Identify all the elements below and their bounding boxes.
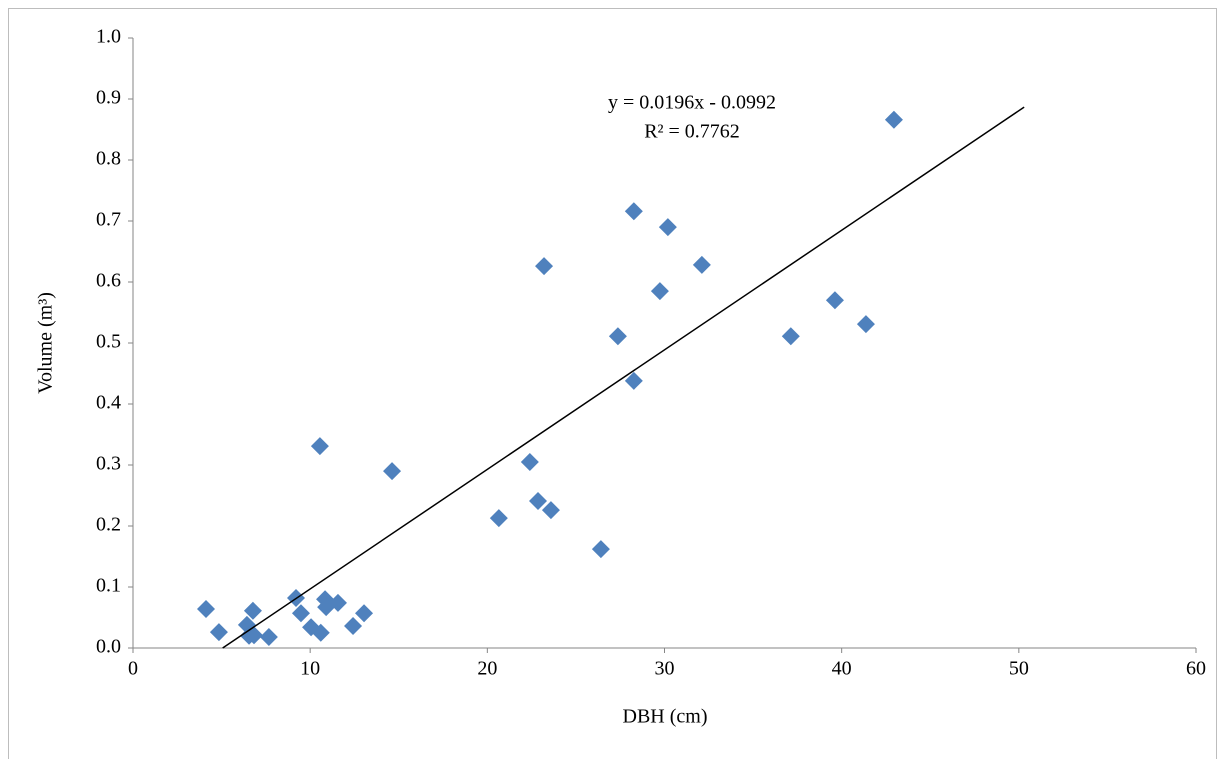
- data-point: [650, 282, 669, 301]
- data-point: [541, 501, 560, 520]
- y-tick-label: 0.7: [96, 209, 121, 231]
- y-tick-label: 0.6: [96, 270, 121, 292]
- data-point: [535, 257, 554, 276]
- data-point: [209, 623, 228, 642]
- data-point: [624, 371, 643, 390]
- data-point: [489, 509, 508, 528]
- y-tick-label: 0.3: [96, 453, 121, 475]
- y-tick-label: 0.4: [96, 392, 121, 414]
- data-point: [311, 623, 330, 642]
- y-tick-label: 0.0: [96, 636, 121, 658]
- trendline-r-squared: R² = 0.7762: [644, 121, 740, 143]
- data-point: [355, 604, 374, 623]
- x-tick-label: 30: [655, 658, 675, 680]
- data-point: [608, 327, 627, 346]
- data-point: [291, 604, 310, 623]
- data-point: [825, 291, 844, 310]
- x-tick-label: 50: [1009, 658, 1029, 680]
- data-point: [692, 255, 711, 274]
- x-tick-label: 60: [1186, 658, 1206, 680]
- data-point: [781, 327, 800, 346]
- y-tick-label: 0.5: [96, 331, 121, 353]
- data-point: [328, 593, 347, 612]
- data-point: [196, 599, 215, 618]
- data-point: [856, 315, 875, 334]
- data-point: [529, 491, 548, 510]
- x-axis-label: DBH (cm): [623, 706, 708, 728]
- data-point: [624, 202, 643, 221]
- data-point: [310, 437, 329, 456]
- data-point: [243, 601, 262, 620]
- data-point: [383, 462, 402, 481]
- x-tick-label: 40: [832, 658, 852, 680]
- data-point: [658, 218, 677, 237]
- trendline-equation: y = 0.0196x - 0.0992: [608, 92, 776, 114]
- trendline: [222, 106, 1025, 649]
- y-tick-label: 0.2: [96, 514, 121, 536]
- x-tick-label: 0: [128, 658, 138, 680]
- y-axis-label: Volume (m³): [35, 292, 57, 394]
- data-point: [520, 452, 539, 471]
- y-tick-label: 0.8: [96, 148, 121, 170]
- y-tick-label: 0.9: [96, 87, 121, 109]
- data-point: [344, 617, 363, 636]
- y-tick-label: 1.0: [96, 26, 121, 48]
- data-point: [591, 540, 610, 559]
- y-tick-label: 0.1: [96, 575, 121, 597]
- data-point: [884, 110, 903, 129]
- x-tick-label: 10: [300, 658, 320, 680]
- data-point: [259, 628, 278, 647]
- x-tick-label: 20: [477, 658, 497, 680]
- chart-frame: [8, 8, 1217, 759]
